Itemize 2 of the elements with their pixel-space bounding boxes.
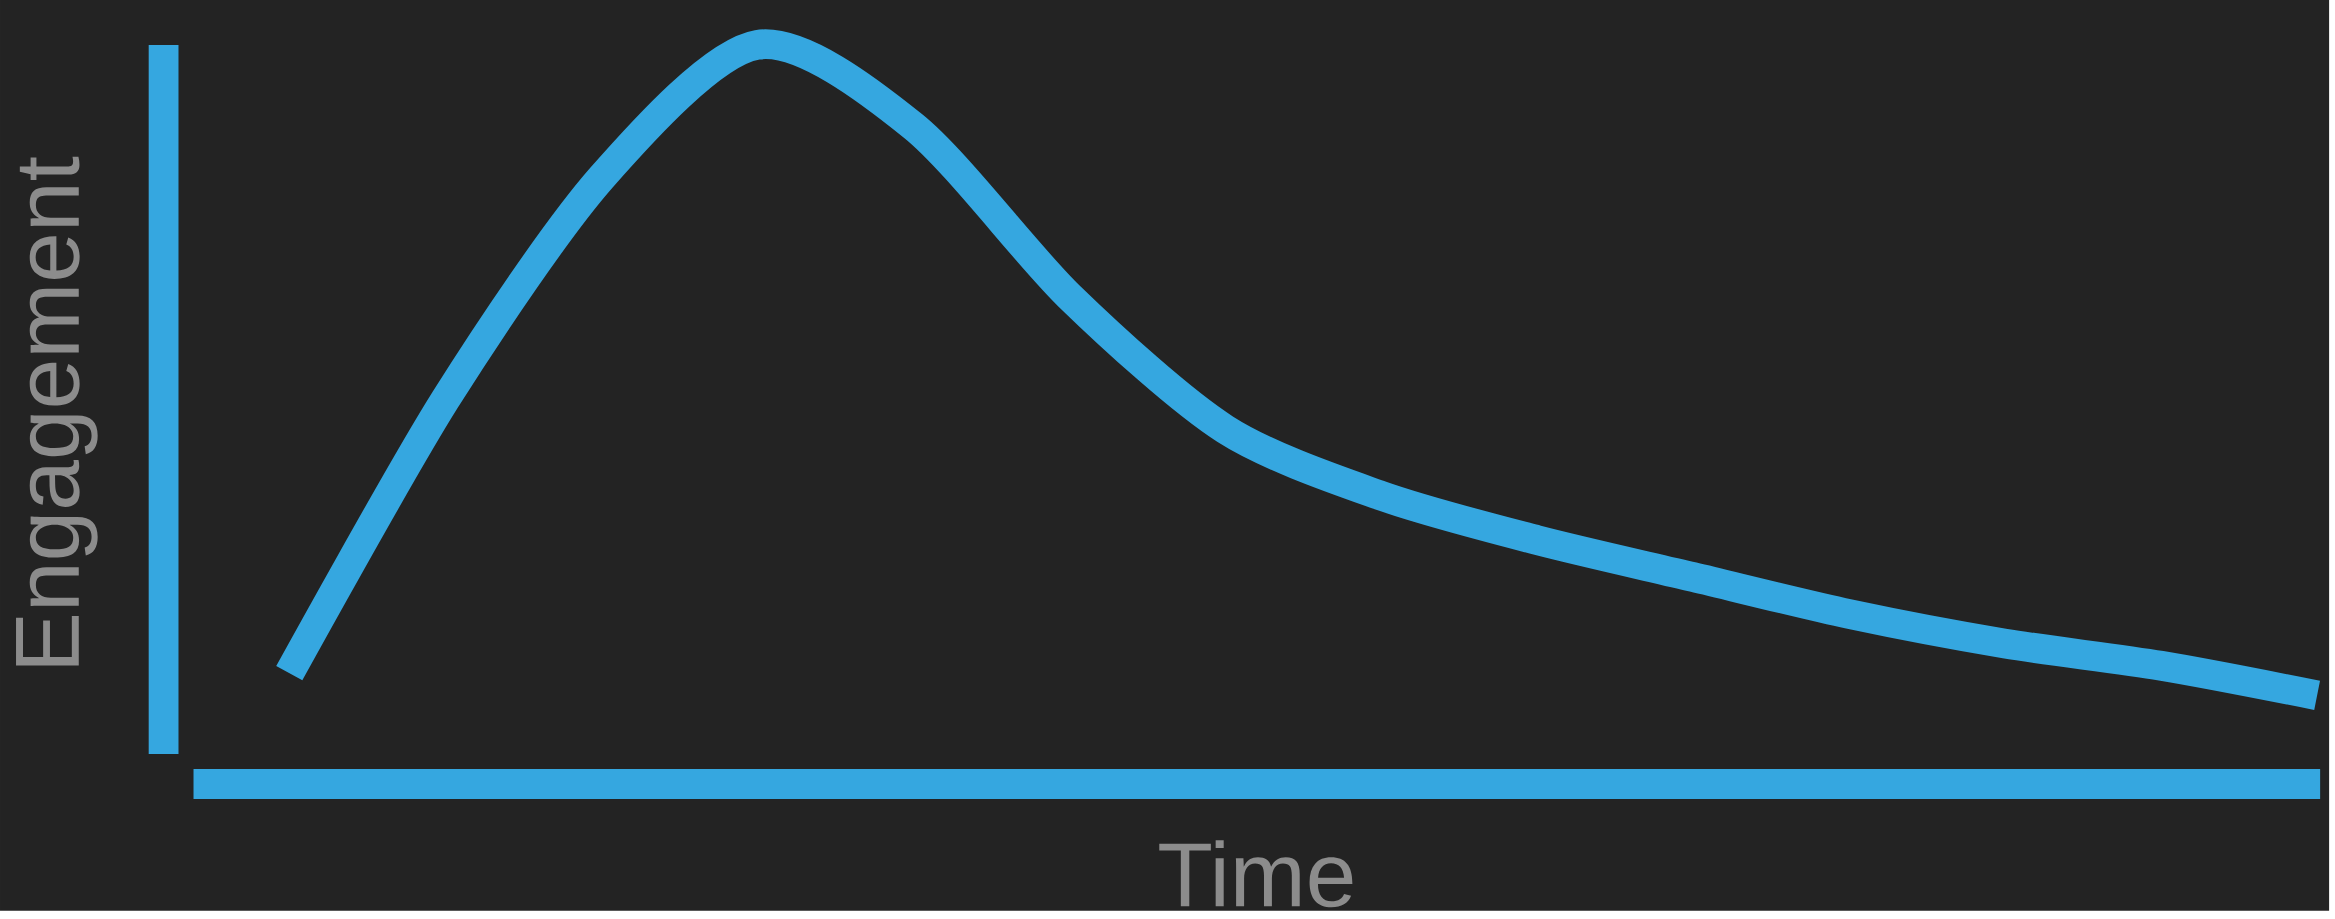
x-axis-title: Time <box>1159 840 1353 908</box>
y-axis-title: Engagement <box>16 156 98 666</box>
